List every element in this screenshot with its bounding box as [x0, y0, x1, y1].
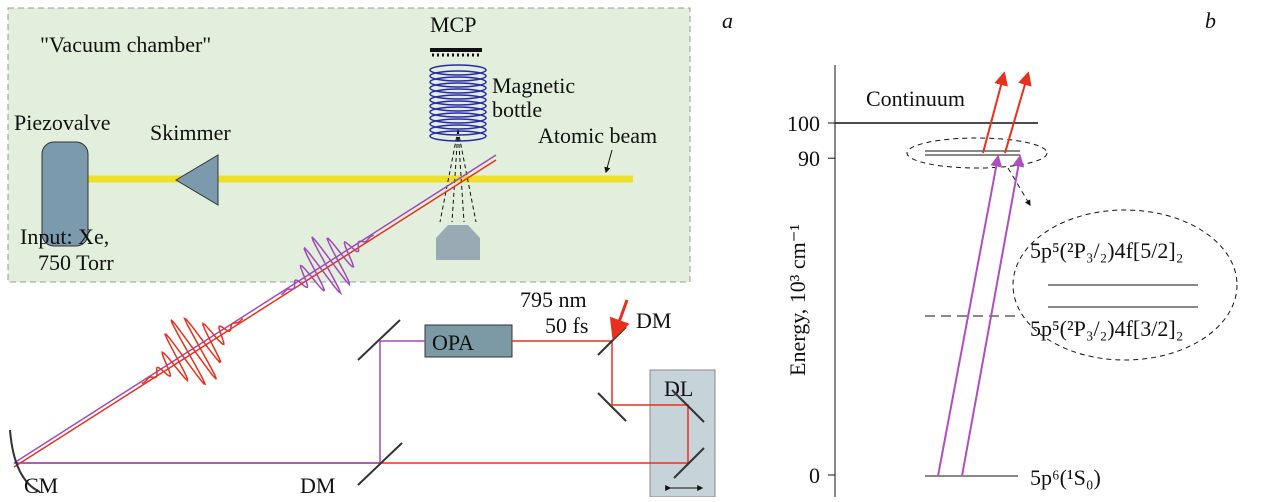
label: OPA: [432, 330, 474, 355]
panel-label: a: [722, 8, 733, 33]
y-tick-label: 0: [809, 463, 820, 488]
y-tick-label: 90: [798, 146, 820, 171]
ellipse: [907, 138, 1047, 168]
level-label: 5p⁵(²P₃/₂)4f[5/2]₂: [1030, 238, 1183, 263]
panel-label: b: [1205, 8, 1216, 33]
level-label: 5p⁶(¹S₀): [1030, 465, 1101, 490]
label: Atomic beam: [538, 123, 657, 148]
y-axis-label: Energy, 10³ cm⁻¹: [785, 224, 810, 376]
label: CM: [24, 473, 58, 497]
label: bottle: [492, 97, 542, 122]
chamber-label: "Vacuum chamber": [40, 32, 211, 57]
label: 795 nm: [520, 287, 587, 312]
pulse: [142, 319, 243, 385]
label: Magnetic: [492, 73, 575, 98]
label: Continuum: [866, 86, 965, 111]
label: DM: [300, 473, 335, 497]
level-label: 5p⁵(²P₃/₂)4f[3/2]₂: [1030, 316, 1183, 341]
label: Piezovalve: [14, 110, 111, 135]
figure: "Vacuum chamber" MCP Magnetic bottle Ato…: [0, 0, 1263, 497]
label: DM: [636, 308, 671, 333]
label: 50 fs: [545, 313, 588, 338]
panel-b: b Energy, 10³ cm⁻¹ Continuum 5p⁵(²P₃/₂)4…: [785, 8, 1237, 497]
panel-a: "Vacuum chamber" MCP Magnetic bottle Ato…: [8, 8, 733, 497]
label: 750 Torr: [38, 250, 114, 275]
y-tick-label: 100: [787, 111, 820, 136]
mcp-label: MCP: [430, 12, 476, 37]
pump-arrow: [614, 300, 627, 336]
label: Input: Xe,: [20, 224, 109, 249]
label: Skimmer: [150, 120, 231, 145]
